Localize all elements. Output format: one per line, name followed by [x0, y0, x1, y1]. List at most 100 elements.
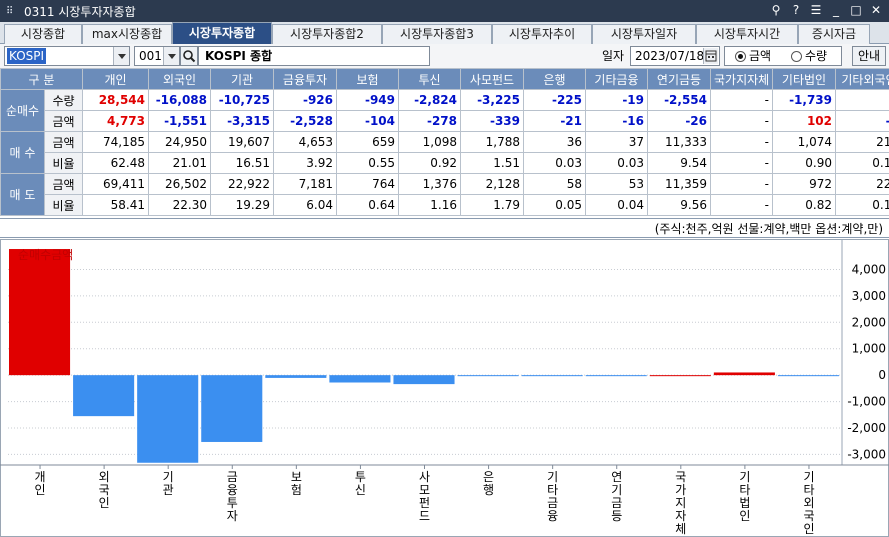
tab-market-summary[interactable]: 시장종합	[4, 24, 82, 44]
table-cell: 0.92	[398, 152, 461, 174]
table-cell: 22.30	[148, 194, 211, 216]
y-tick-label: 2,000	[852, 315, 886, 329]
table-cell: -16	[585, 110, 648, 132]
tab-market-investor-summary-2[interactable]: 시장투자종합2	[272, 24, 382, 44]
table-cell: 37	[585, 131, 648, 153]
table-cell: -3,315	[210, 110, 274, 132]
tab-market-investor-summary-3[interactable]: 시장투자종합3	[382, 24, 492, 44]
table-cell: 4,653	[273, 131, 337, 153]
table-cell: 1,098	[398, 131, 461, 153]
date-label: 일자	[602, 49, 625, 63]
table-cell: 4,773	[82, 110, 149, 132]
search-icon[interactable]	[180, 46, 198, 66]
col-header: 기타금융	[585, 68, 648, 90]
legend-label: 순매수금액	[18, 248, 73, 262]
col-header: 보험	[336, 68, 399, 90]
table-cell: 1.16	[398, 194, 461, 216]
col-header: 외국인	[148, 68, 211, 90]
col-header: 투신	[398, 68, 461, 90]
tab-market-investor-daily[interactable]: 시장투자일자	[592, 24, 696, 44]
menu-icon[interactable]: ☰	[810, 3, 822, 17]
table-cell: 659	[336, 131, 399, 153]
date-value: 2023/07/18	[635, 49, 705, 63]
row-label: 비율	[44, 152, 83, 174]
calendar-icon[interactable]	[703, 48, 718, 64]
col-header: 기타법인	[772, 68, 836, 90]
radio-qty[interactable]	[791, 51, 802, 62]
table-row: 비율 62.48 21.01 16.51 3.92 0.55 0.92 1.51 0.03 0.0…	[1, 152, 889, 174]
y-tick-label: 4,000	[852, 262, 886, 276]
table-cell: -10,725	[210, 89, 274, 111]
y-tick-label: -3,000	[847, 447, 886, 461]
table-cell: -2,824	[398, 89, 461, 111]
table-cell: 0.18	[835, 152, 889, 174]
minimize-icon[interactable]: _	[833, 3, 839, 17]
row-label: 수량	[44, 89, 83, 111]
bar	[9, 249, 71, 376]
table-cell: 9.56	[647, 194, 711, 216]
code-select[interactable]: 001	[134, 46, 180, 66]
col-header: 사모펀드	[460, 68, 524, 90]
table-cell: -2,528	[273, 110, 337, 132]
col-header: 금융투자	[273, 68, 337, 90]
table-cell: 0.90	[772, 152, 836, 174]
tab-market-investor-summary[interactable]: 시장투자종합	[172, 22, 272, 44]
net-buy-amount-chart: 4,000 3,000 2,000 1,000 0 -1,000 -2,000 -3,000 개…	[0, 239, 889, 537]
maximize-icon[interactable]: □	[850, 3, 862, 17]
code-name-field: KOSPI 종합	[198, 46, 430, 66]
table-cell: -	[710, 152, 773, 174]
table-row: 금액 4,773 -1,551 -3,315 -2,528 -104 -278 -339 -21…	[1, 110, 889, 132]
table-row: 순매수 수량 28,544 -16,088 -10,725 -926 -949 -2,824-…	[0, 89, 889, 132]
bar	[73, 375, 135, 417]
table-corner: 구 분	[0, 68, 83, 90]
table-cell: -9	[835, 110, 889, 132]
table-cell: 58.41	[82, 194, 149, 216]
radio-amount[interactable]	[735, 51, 746, 62]
guide-button[interactable]: 안내	[852, 46, 886, 66]
table-body: 순매수 수량 28,544 -16,088 -10,725 -926 -949 -2,824-…	[0, 89, 889, 216]
table-cell: -949	[336, 89, 399, 111]
table-cell: 22,922	[210, 173, 274, 195]
table-cell: -	[710, 131, 773, 153]
tab-market-funds[interactable]: 증시자금	[798, 24, 870, 44]
bar	[329, 375, 391, 383]
table-cell: 16.51	[210, 152, 274, 174]
col-header: 개인	[82, 68, 149, 90]
date-field[interactable]: 2023/07/18	[630, 46, 720, 66]
tab-max-market-summary[interactable]: max시장종합	[82, 24, 172, 44]
table-cell: 1,074	[772, 131, 836, 153]
y-tick-label: 0	[878, 368, 886, 382]
table-cell: -19	[585, 89, 648, 111]
table-cell: -16,088	[148, 89, 211, 111]
table-cell: 1.79	[460, 194, 524, 216]
tab-market-investor-time[interactable]: 시장투자시간	[696, 24, 798, 44]
table-cell: 9.54	[647, 152, 711, 174]
chevron-down-icon[interactable]	[113, 47, 129, 65]
tab-market-investor-trend[interactable]: 시장투자추이	[492, 24, 592, 44]
code-name: KOSPI 종합	[205, 49, 273, 63]
table-cell: 69,411	[82, 173, 149, 195]
help-icon[interactable]: ?	[792, 3, 800, 17]
market-select[interactable]: KOSPI	[4, 46, 130, 66]
tab-bar: 시장종합 max시장종합 시장투자종합 시장투자종합2 시장투자종합3 시장투자…	[0, 22, 889, 44]
row-label: 금액	[44, 173, 83, 195]
table-cell: 0.05	[523, 194, 586, 216]
bar	[137, 375, 199, 463]
bar	[393, 375, 455, 385]
close-icon[interactable]: ✕	[870, 3, 882, 17]
pin-icon[interactable]: ⚲	[771, 3, 781, 17]
row-label: 금액	[44, 131, 83, 153]
table-cell: -339	[460, 110, 524, 132]
code-select-value: 001	[139, 49, 162, 63]
table-cell: -225	[523, 89, 586, 111]
y-tick-label: -2,000	[847, 421, 886, 435]
table-cell: 0.04	[585, 194, 648, 216]
grip-icon[interactable]: ⠿	[6, 5, 14, 17]
table-cell: -	[710, 173, 773, 195]
chevron-down-icon[interactable]	[163, 47, 179, 65]
